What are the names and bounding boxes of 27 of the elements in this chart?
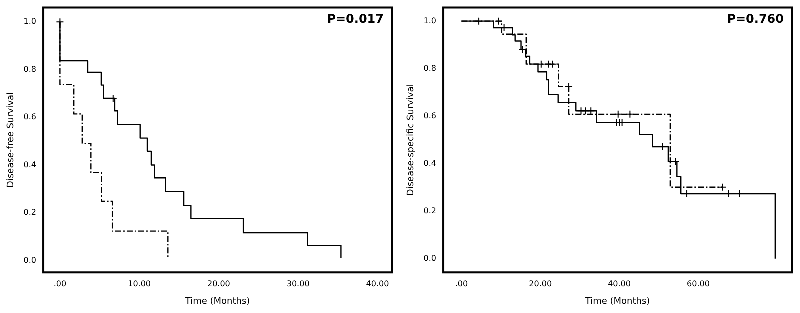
x-axis-title: Time (Months) [584, 296, 650, 307]
y-tick-label: 0.2 [424, 206, 437, 216]
x-axis-title: Time (Months) [184, 296, 250, 307]
x-tick-label: 20.00 [529, 279, 552, 288]
y-tick-label: 0.4 [424, 158, 437, 168]
y-tick-label: 0.2 [24, 208, 37, 218]
annotation: P=0.760 [727, 12, 784, 26]
y-tick-label: 0.6 [24, 112, 37, 122]
y-tick-label: 0.0 [424, 254, 437, 263]
y-tick-label: 0.4 [24, 160, 37, 170]
annotation: P=0.017 [327, 12, 384, 26]
x-tick-label: 30.00 [286, 279, 310, 288]
y-axis-title: Disease-free Survival [6, 92, 17, 188]
y-tick-label: 0.6 [424, 111, 437, 120]
y-tick-label: 1.0 [424, 16, 437, 26]
y-tick-label: 1.0 [24, 17, 37, 26]
y-axis-title: Disease-specific Survival [406, 84, 417, 196]
x-tick-label: .00 [54, 279, 67, 288]
x-tick-label: 10.00 [128, 279, 152, 288]
x-tick-label: 60.00 [687, 279, 710, 288]
x-tick-label: 40.00 [608, 279, 631, 288]
y-tick-label: 0.8 [424, 64, 437, 73]
x-tick-label: 20.00 [208, 279, 230, 288]
y-tick-label: 0.8 [24, 64, 37, 74]
x-tick-label: 40.00 [366, 279, 390, 288]
x-tick-label: .00 [455, 279, 468, 288]
y-tick-label: 0.0 [24, 256, 37, 265]
